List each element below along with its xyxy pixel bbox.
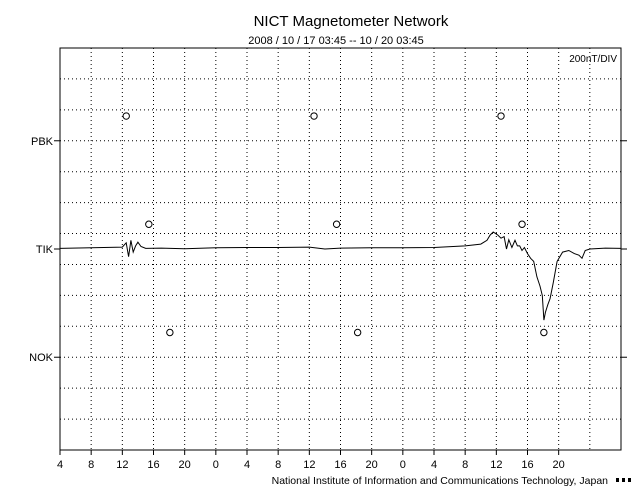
scale-label: 200nT/DIV [569,54,617,65]
footer-logo-icon [616,478,631,482]
x-tick-label: 16 [334,459,346,471]
x-tick-label: 4 [244,459,250,471]
x-axis: 4 8 12 16 20 0 4 8 12 16 20 0 4 8 12 16 20 [57,450,565,471]
time-marker [540,328,548,337]
grid-lines [60,48,621,450]
x-tick-label: 20 [366,459,378,471]
time-marker [310,112,318,120]
time-marker [518,220,526,228]
time-marker [166,328,174,337]
x-tick-label: 4 [431,459,437,471]
x-tick-label: 20 [553,459,565,471]
x-tick-label: 12 [303,459,315,471]
time-marker [332,220,341,228]
x-tick-label: 20 [179,459,191,471]
time-marker [353,328,362,337]
chart-subtitle: 2008 / 10 / 17 03:45 -- 10 / 20 03:45 [248,35,424,47]
station-label: PBK [31,136,54,148]
time-markers [122,112,548,337]
time-marker [145,220,153,228]
x-tick-label: 0 [213,459,219,471]
x-tick-label: 8 [88,459,94,471]
x-tick-label: 16 [147,459,159,471]
x-tick-label: 12 [490,459,502,471]
x-tick-label: 16 [521,459,533,471]
x-tick-label: 4 [57,459,63,471]
footer-credit: National Institute of Information and Co… [272,475,609,487]
x-tick-label: 8 [462,459,468,471]
station-label: NOK [29,352,54,364]
time-marker [122,112,130,120]
chart-title: NICT Magnetometer Network [254,13,449,30]
station-labels: PBK TIK NOK [29,136,627,364]
time-marker [497,112,505,120]
x-tick-label: 8 [275,459,281,471]
station-label: TIK [36,244,54,256]
x-tick-label: 12 [116,459,128,471]
traces [59,231,622,321]
x-tick-label: 0 [400,459,406,471]
trace-line-tik [59,231,622,321]
